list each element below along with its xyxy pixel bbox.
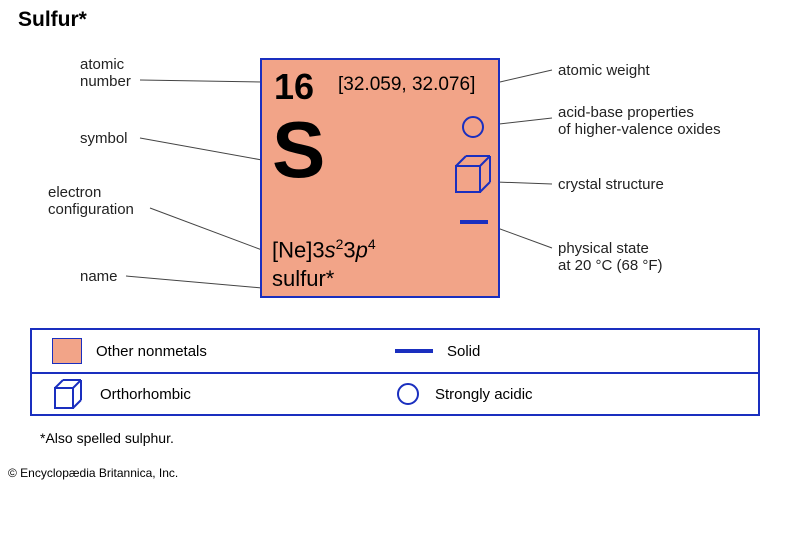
annot-line1: acid-base properties (558, 104, 694, 121)
legend-label: Strongly acidic (435, 386, 533, 403)
annot-line1: atomic weight (558, 62, 650, 79)
annot-line2: configuration (48, 201, 134, 218)
physical-state-icon (460, 220, 488, 224)
circle-icon (395, 381, 421, 407)
legend-other-nonmetals: Other nonmetals (52, 338, 395, 364)
annot-atomic-number: atomic number (80, 56, 131, 91)
annot-electron-config: electron configuration (48, 184, 134, 219)
annot-line1: atomic (80, 56, 124, 73)
annot-physical-state: physical state at 20 °C (68 °F) (558, 240, 663, 275)
annot-line1: electron (48, 184, 101, 201)
ec-p-sup: 4 (368, 236, 376, 252)
legend-label: Other nonmetals (96, 343, 207, 360)
legend-solid: Solid (395, 343, 480, 360)
element-tile: 16 [32.059, 32.076] S [Ne]3s23p4 sulfur* (260, 58, 500, 298)
legend-row-1: Other nonmetals Solid (32, 330, 758, 372)
annot-crystal-structure: crystal structure (558, 176, 664, 193)
copyright: © Encyclopædia Britannica, Inc. (8, 466, 178, 480)
legend-row-2: Orthorhombic Strongly acidic (32, 372, 758, 414)
ec-p-pre: 3 (343, 237, 355, 262)
annot-line1: physical state (558, 240, 649, 257)
electron-config-value: [Ne]3s23p4 (272, 236, 376, 263)
legend-strongly-acidic: Strongly acidic (395, 381, 533, 407)
annot-atomic-weight: atomic weight (558, 62, 650, 79)
atomic-number-value: 16 (274, 66, 314, 108)
annot-line1: crystal structure (558, 176, 664, 193)
annot-acid-base: acid-base properties of higher-valence o… (558, 104, 721, 139)
element-name: sulfur* (272, 266, 334, 292)
legend-box: Other nonmetals Solid Orthorhombic (30, 328, 760, 416)
annot-name: name (80, 268, 118, 285)
page-title: Sulfur* (18, 8, 87, 32)
annot-line2: at 20 °C (68 °F) (558, 257, 663, 274)
annot-line2: number (80, 73, 131, 90)
legend-orthorhombic: Orthorhombic (52, 377, 395, 411)
legend-label: Solid (447, 343, 480, 360)
annot-line1: name (80, 268, 118, 285)
annot-symbol: symbol (80, 130, 128, 147)
ec-prefix: [Ne]3 (272, 237, 325, 262)
ec-s: s (325, 237, 336, 262)
atomic-weight-value: [32.059, 32.076] (338, 74, 475, 96)
solid-line-icon (395, 349, 433, 353)
swatch-icon (52, 338, 82, 364)
legend-label: Orthorhombic (100, 386, 191, 403)
annot-line1: symbol (80, 130, 128, 147)
cube-icon (52, 377, 86, 411)
element-symbol: S (272, 114, 325, 186)
ec-p: p (356, 237, 368, 262)
acid-base-icon (460, 114, 486, 140)
footnote: *Also spelled sulphur. (40, 430, 174, 446)
crystal-structure-icon (452, 152, 492, 196)
annot-line2: of higher-valence oxides (558, 121, 721, 138)
